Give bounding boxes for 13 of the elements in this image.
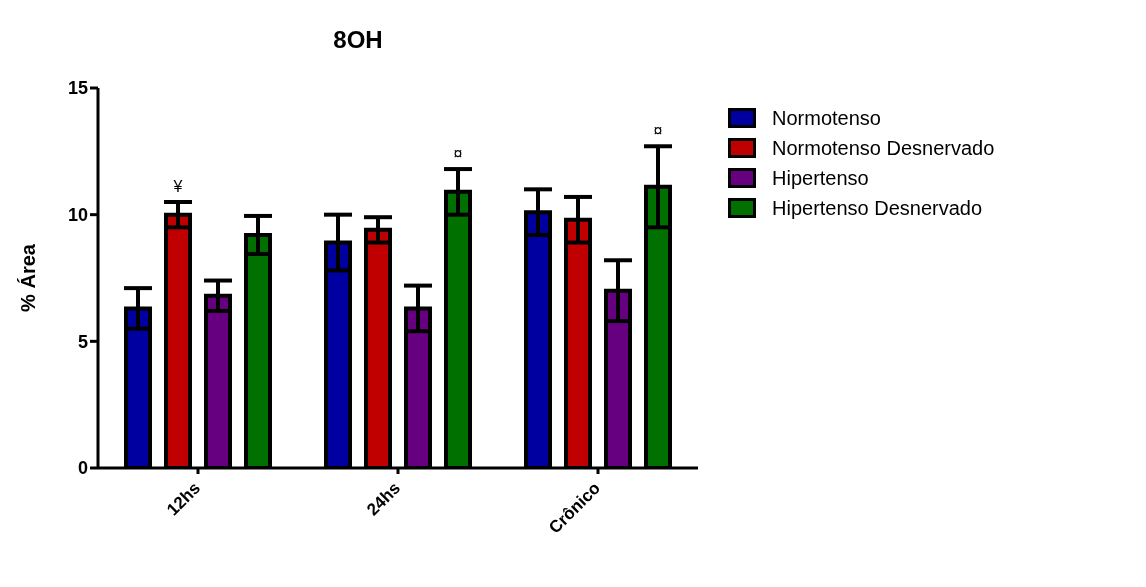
chart-title: 8OH — [332, 26, 384, 54]
legend-label: Hipertenso Desnervado — [772, 196, 983, 220]
data-label: ¤ — [653, 122, 663, 140]
data-label: ¥ — [172, 178, 183, 196]
legend-label: Normotenso Desnervado — [772, 136, 995, 160]
legend-label: Normotenso — [772, 106, 881, 130]
y-tick-label: 0 — [77, 458, 88, 479]
y-tick-label: 5 — [77, 331, 88, 352]
data-label: ¤ — [453, 145, 463, 163]
y-tick-label: 15 — [67, 78, 88, 99]
y-axis-title: % Área — [17, 243, 40, 312]
y-tick-label: 10 — [67, 205, 88, 226]
legend-label: Hipertenso — [772, 166, 869, 190]
